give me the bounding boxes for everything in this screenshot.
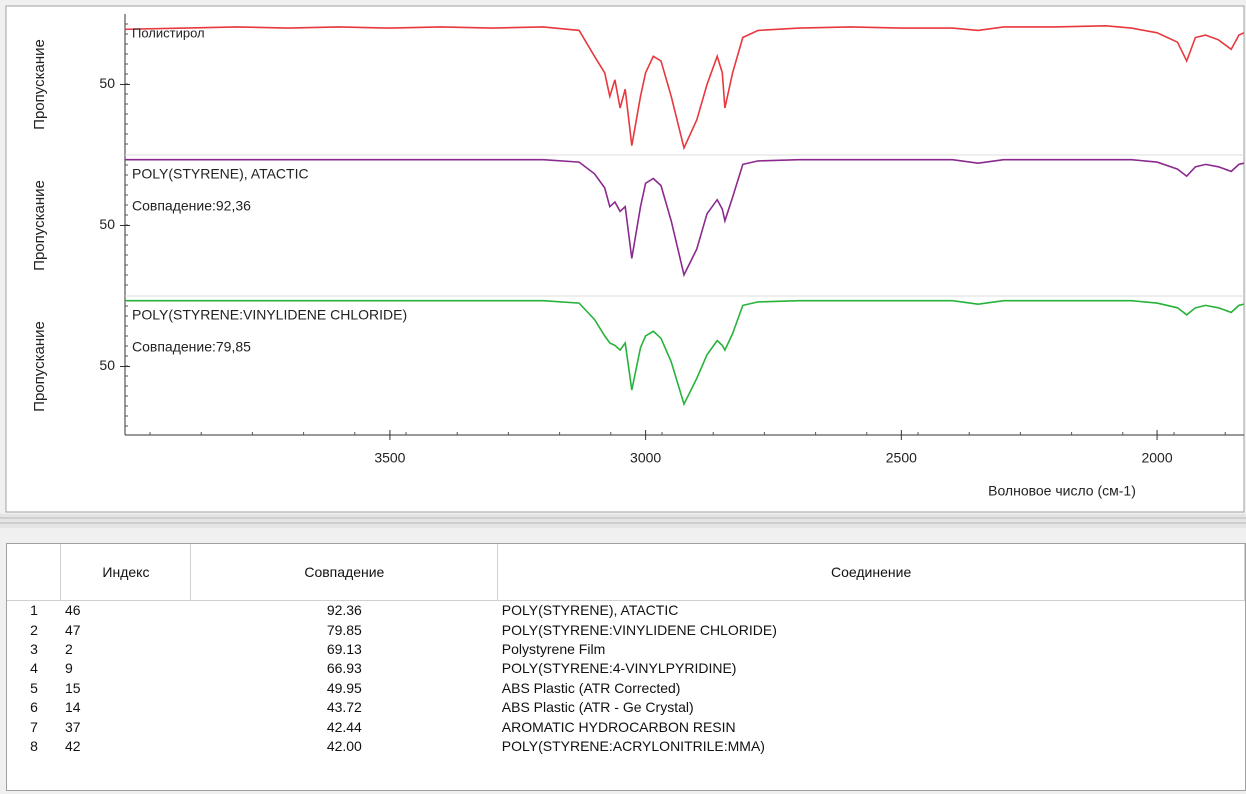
x-tick-label: 3500 [374,450,405,466]
table-cell: POLY(STYRENE:VINYLIDENE CHLORIDE) [501,621,777,638]
table-row[interactable]: 5 15 49.95 ABS Plastic (ATR Corrected) [7,679,1245,698]
y-tick-label: 50 [99,357,115,373]
y-tick-label: 50 [99,75,115,91]
y-axis-label: Пропускание [31,321,48,412]
header-row: Индекс Совпадение Соединение [7,544,1245,601]
table-cell: 43.72 [326,699,362,716]
table-row[interactable]: 4 9 66.93 POLY(STYRENE:4-VINYLPYRIDINE) [7,659,1245,678]
y-axis-label: Пропускание [31,180,48,271]
table-cell: 3 [30,640,38,657]
x-tick-label: 3000 [630,450,661,466]
table-cell: Polystyrene Film [501,640,606,657]
table-cell: POLY(STYRENE:4-VINYLPYRIDINE) [501,660,737,677]
table-cell: POLY(STYRENE:ACRYLONITRILE:MMA) [501,737,765,754]
table-cell: 5 [30,679,38,696]
splitter[interactable] [0,514,1246,528]
table-cell: 37 [64,718,81,735]
spectrum-name: POLY(STYRENE), ATACTIC [132,166,309,182]
table-cell: ABS Plastic (ATR - Ge Crystal) [501,699,694,716]
table-cell: 92.36 [326,602,362,619]
table-cell: 79.85 [326,621,362,638]
table-cell: 15 [64,679,81,696]
table-cell: POLY(STYRENE), ATACTIC [501,602,679,619]
spectrum-line [125,158,1245,278]
table-cell: 49.95 [326,679,362,696]
header-cell: Совпадение [190,544,499,601]
match-annotation: Совпадение:92,36 [132,198,251,214]
table-cell: 2 [64,640,73,657]
table: Индекс Совпадение Соединение 1 46 92.36 POLY(… [7,544,1245,756]
x-tick-label: 2000 [1141,450,1172,466]
x-tick-label: 2500 [886,450,917,466]
table-cell: 7 [30,718,38,735]
header-cell: Индекс [60,544,192,601]
table-cell: 47 [64,621,81,638]
table-cell: AROMATIC HYDROCARBON RESIN [501,718,736,735]
results-table: Индекс Совпадение Соединение 1 46 92.36 POLY(… [6,543,1246,791]
table-row[interactable]: 8 42 42.00 POLY(STYRENE:ACRYLONITRILE:MMA) [7,737,1245,756]
spectrum-view: 50 Пропускание Полистирол 50 Пропускание POLY… [0,5,1246,528]
table-row[interactable]: 3 2 69.13 Polystyrene Film [7,640,1245,659]
table-cell: 6 [30,699,38,716]
table-cell: 42.44 [326,718,362,735]
spectrum-line [125,299,1245,407]
match-annotation: Совпадение:79,85 [132,339,251,355]
table-cell: 42.00 [326,737,362,754]
y-axis-label: Пропускание [31,39,48,130]
header-cell: Соединение [497,544,1245,601]
table-row[interactable]: 1 46 92.36 POLY(STYRENE), ATACTIC [7,601,1245,621]
table-row[interactable]: 6 14 43.72 ABS Plastic (ATR - Ge Crystal) [7,698,1245,717]
x-axis-label: Волновое число (см-1) [988,483,1136,499]
table-row[interactable]: 2 47 79.85 POLY(STYRENE:VINYLIDENE CHLORIDE… [7,620,1245,639]
spectrum-line [124,24,1245,151]
table-cell: 66.93 [326,660,362,677]
table-cell: 14 [64,699,81,716]
table-cell: 69.13 [326,640,362,657]
table-cell: 9 [64,660,73,677]
table-cell: 4 [30,660,38,677]
table-cell: 42 [64,737,81,754]
plot-frame [5,5,1245,513]
table-cell: 8 [30,737,38,754]
header-cell [7,544,62,601]
y-tick-label: 50 [99,216,115,232]
spectrum-name: POLY(STYRENE:VINYLIDENE CHLORIDE) [132,307,407,323]
table-cell: ABS Plastic (ATR Corrected) [501,679,681,696]
table-cell: 1 [30,602,38,619]
table-row[interactable]: 7 37 42.44 AROMATIC HYDROCARBON RESIN [7,717,1245,736]
table-cell: 2 [30,621,38,638]
table-cell: 46 [64,602,81,619]
spectrum-name: Полистирол [132,25,205,40]
